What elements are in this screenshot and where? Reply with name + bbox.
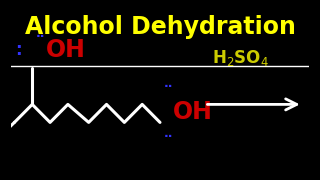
Text: OH: OH — [173, 100, 213, 124]
Text: ··: ·· — [36, 30, 45, 42]
Text: ··: ·· — [164, 80, 173, 93]
Text: OH: OH — [46, 38, 85, 62]
Text: :: : — [16, 41, 22, 59]
Text: Alcohol Dehydration: Alcohol Dehydration — [25, 15, 295, 39]
Text: H$_2$SO$_4$: H$_2$SO$_4$ — [212, 48, 269, 68]
Text: ··: ·· — [164, 130, 173, 143]
